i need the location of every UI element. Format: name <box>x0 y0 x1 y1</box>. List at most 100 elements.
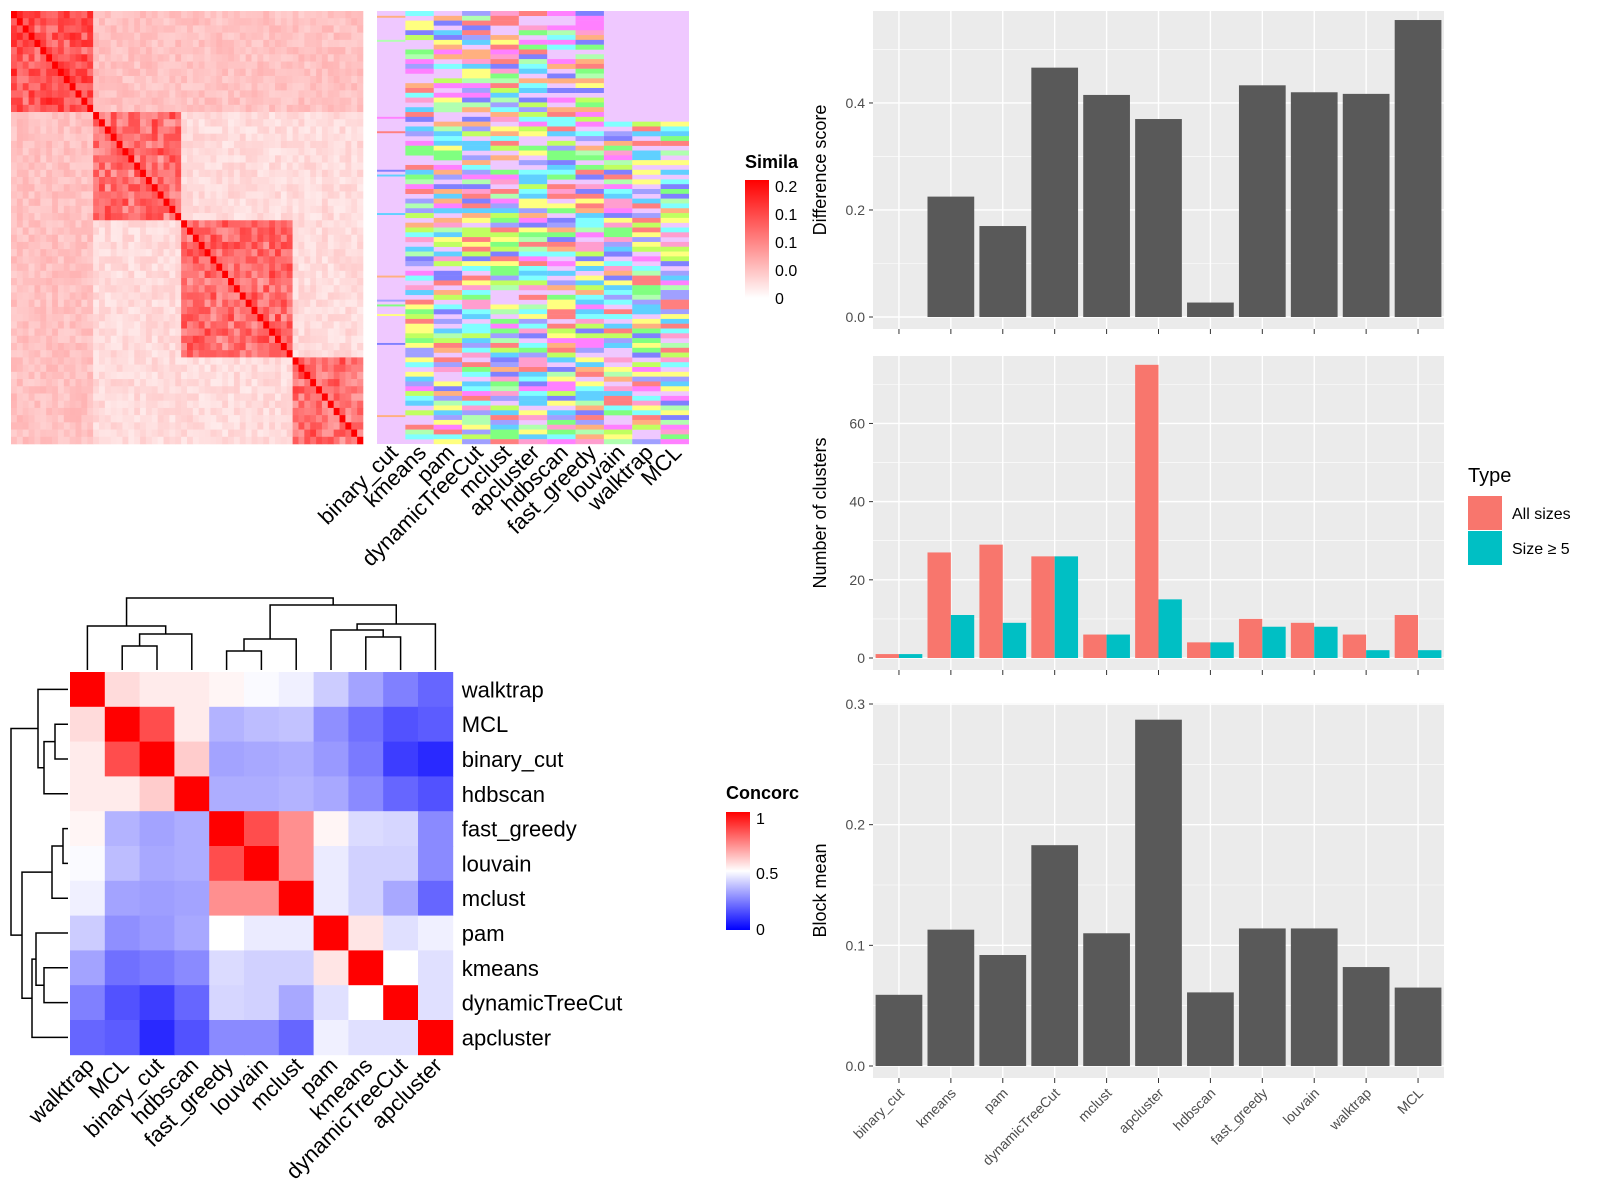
similarity-cell <box>34 54 41 62</box>
similarity-cell <box>292 227 299 236</box>
assignment-cell <box>405 25 434 31</box>
similarity-cell <box>104 198 112 207</box>
similarity-cell <box>34 68 41 77</box>
similarity-cell <box>187 342 194 351</box>
similarity-cell <box>157 39 164 48</box>
legend-swatch-size-ge5 <box>1468 531 1502 565</box>
similarity-cell <box>333 32 340 41</box>
similarity-cell <box>233 422 241 430</box>
similarity-cell <box>333 256 340 264</box>
similarity-cell <box>11 407 18 416</box>
similarity-cell <box>22 213 29 221</box>
similarity-cell <box>204 306 211 315</box>
assignment-cell <box>518 174 548 180</box>
similarity-cell <box>321 205 329 214</box>
similarity-cell <box>233 25 241 33</box>
assignment-cell <box>490 189 519 195</box>
similarity-cell <box>357 256 364 264</box>
similarity-cell <box>316 68 323 77</box>
similarity-cell <box>351 407 358 416</box>
dendrogram-branch <box>243 638 297 670</box>
similarity-cell <box>157 169 164 178</box>
similarity-cell <box>228 133 235 142</box>
similarity-cell <box>11 335 18 344</box>
similarity-cell <box>310 227 317 236</box>
similarity-cell <box>22 292 29 300</box>
similarity-cell <box>145 357 153 365</box>
similarity-cell <box>81 350 88 358</box>
similarity-cell <box>339 155 346 163</box>
similarity-cell <box>351 18 358 26</box>
similarity-cell <box>304 133 311 142</box>
similarity-cell <box>134 278 141 286</box>
similarity-cell <box>327 184 334 192</box>
similarity-cell <box>110 191 117 199</box>
assignment-cell <box>490 44 519 50</box>
similarity-cell <box>292 198 299 207</box>
similarity-cell <box>239 400 246 409</box>
assignment-cell <box>603 222 633 228</box>
similarity-cell <box>304 227 311 236</box>
similarity-cell <box>222 278 229 286</box>
assignment-cell <box>405 357 434 363</box>
similarity-cell <box>57 357 65 365</box>
assignment-cell <box>632 270 661 276</box>
similarity-cell <box>298 18 305 26</box>
similarity-cell <box>210 205 217 214</box>
similarity-cell <box>339 198 346 207</box>
similarity-cell <box>175 263 182 272</box>
similarity-cell <box>304 75 311 84</box>
similarity-cell <box>210 61 217 70</box>
similarity-cell <box>210 234 217 243</box>
similarity-cell <box>75 112 82 120</box>
assignment-cell <box>603 179 633 185</box>
similarity-cell <box>345 11 352 19</box>
similarity-cell <box>327 263 334 272</box>
similarity-cell <box>151 126 158 134</box>
similarity-cell <box>52 126 59 134</box>
similarity-cell <box>57 256 65 264</box>
similarity-cell <box>286 220 293 228</box>
similarity-cell <box>28 249 35 257</box>
similarity-cell <box>327 47 334 55</box>
similarity-cell <box>52 227 59 236</box>
similarity-cell <box>345 314 352 322</box>
similarity-cell <box>198 191 205 199</box>
similarity-cell <box>257 379 264 387</box>
similarity-cell <box>122 25 129 33</box>
similarity-cell <box>251 162 258 171</box>
similarity-cell <box>134 75 141 84</box>
assignment-cell <box>547 107 576 113</box>
concordance-cell <box>383 880 419 916</box>
similarity-cell <box>263 11 270 19</box>
similarity-cell <box>57 285 65 293</box>
assignment-cell <box>433 222 463 228</box>
similarity-cell <box>122 429 129 438</box>
similarity-cell <box>321 176 329 185</box>
assignment-cell <box>518 415 548 421</box>
assignment-cell <box>603 150 633 156</box>
similarity-cell <box>169 39 176 48</box>
similarity-cell <box>310 400 317 409</box>
similarity-cell <box>333 119 340 127</box>
similarity-cell <box>239 140 246 149</box>
similarity-cell <box>228 407 235 416</box>
similarity-cell <box>46 321 53 329</box>
similarity-cell <box>198 133 205 142</box>
dendrogram-branch <box>330 629 384 670</box>
similarity-cell <box>286 155 293 163</box>
similarity-cell <box>110 133 117 142</box>
similarity-cell <box>251 436 258 445</box>
similarity-cell <box>251 148 258 156</box>
similarity-cell <box>245 191 252 199</box>
assignment-cell <box>462 290 491 296</box>
similarity-cell <box>46 393 53 401</box>
similarity-cell <box>339 133 346 142</box>
similarity-cell <box>275 234 282 243</box>
similarity-cell <box>157 18 164 26</box>
similarity-cell <box>140 263 147 272</box>
similarity-cell <box>163 75 170 84</box>
similarity-cell <box>345 342 352 351</box>
similarity-cell <box>245 90 252 98</box>
similarity-cell <box>298 119 305 127</box>
